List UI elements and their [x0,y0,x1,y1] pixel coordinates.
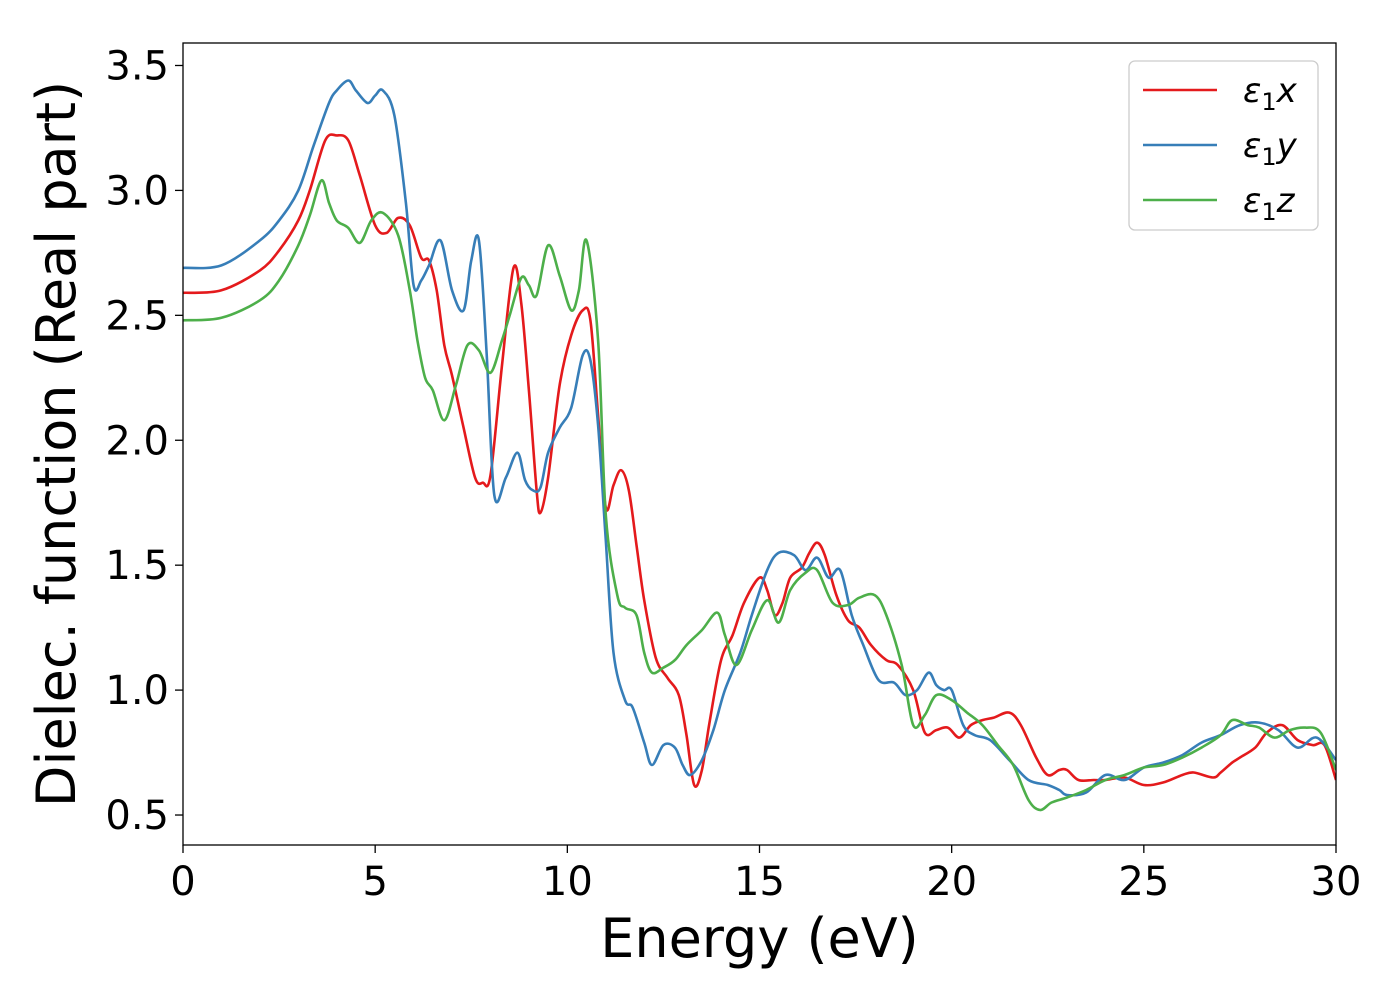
legend-label-z: ε1z [1243,181,1296,226]
legend: ε1x ε1y ε1z [1128,60,1319,231]
series-line-z [183,179,1336,812]
series-layer [183,79,1336,812]
x-axis-label: Energy (eV) [600,907,919,970]
x-ticks: 0 5 10 15 20 25 30 [170,845,1361,905]
x-tick-label: 20 [926,859,977,905]
y-tick-label: 2.5 [105,293,169,339]
x-tick-label: 25 [1118,859,1169,905]
series-line-y [183,79,1336,797]
y-tick-label: 1.0 [105,668,169,714]
x-tick-label: 30 [1311,859,1362,905]
y-axis-label: Dielec. function (Real part) [25,81,88,807]
y-tick-label: 1.5 [105,543,169,589]
legend-label-x: ε1x [1243,71,1298,116]
y-tick-label: 2.0 [105,418,169,464]
x-tick-label: 15 [734,859,785,905]
x-tick-label: 5 [362,859,387,905]
y-tick-label: 3.5 [105,43,169,89]
x-tick-label: 0 [170,859,195,905]
x-tick-label: 10 [542,859,593,905]
y-ticks: 0.5 1.0 1.5 2.0 2.5 3.0 3.5 [105,43,183,839]
y-tick-label: 0.5 [105,793,169,839]
legend-items: ε1x ε1y ε1z [1143,71,1298,226]
y-tick-label: 3.0 [105,168,169,214]
legend-box [1128,60,1319,231]
legend-label-y: ε1y [1243,126,1298,171]
